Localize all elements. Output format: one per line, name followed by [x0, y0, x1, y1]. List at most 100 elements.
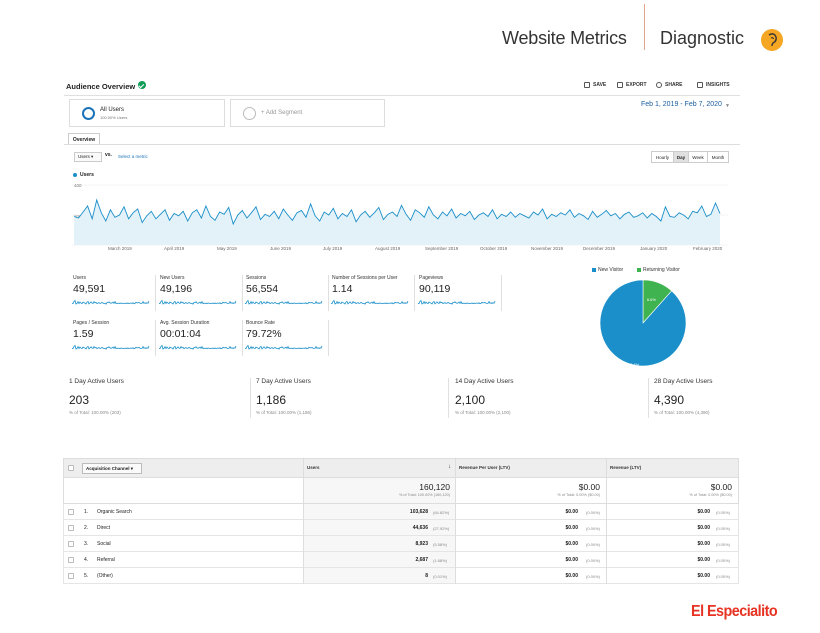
channel-link[interactable]: (Other) [97, 573, 113, 579]
x-tick-label: December 2019 [583, 246, 616, 251]
metric-label: New Users [160, 275, 185, 281]
active-users-28day: 28 Day Active Users 4,390 % of Total: 10… [654, 378, 713, 415]
revenue-value: $0.00 [697, 573, 710, 579]
active-users-7day: 7 Day Active Users 1,186 % of Total: 100… [256, 378, 312, 415]
users-pct: (64.82%) [433, 509, 450, 515]
column-divider [455, 458, 456, 584]
granularity-week[interactable]: Week [688, 151, 708, 163]
insights-button[interactable]: INSIGHTS [697, 82, 730, 88]
metric-label: Pageviews [419, 275, 444, 281]
metric-label: Users [73, 275, 87, 281]
chevron-down-icon[interactable]: ▼ [725, 103, 730, 109]
tab-divider [64, 144, 740, 145]
table-row[interactable]: 5. (Other) 8 (0.01%) $0.00 (0.00%) $0.00 (0.00%… [63, 568, 739, 584]
sort-down-icon[interactable]: ↓ [448, 464, 451, 470]
column-revenue-per-user[interactable]: Revenue Per User (LTV) [459, 465, 510, 470]
channel-link[interactable]: Social [97, 541, 111, 547]
row-number: 3. [84, 541, 89, 547]
table-row[interactable]: 4. Referral 2,687 (1.68%) $0.00 (0.00%) $0.00 (… [63, 552, 739, 568]
y-tick-400: 400 [74, 183, 82, 188]
tab-overview[interactable]: Overview [68, 133, 100, 145]
export-button[interactable]: EXPORT [617, 82, 647, 88]
x-tick-label: February 2020 [693, 246, 723, 251]
table-row[interactable]: 2. Direct 44,636 (27.92%) $0.00 (0.00%) $0.00 (… [63, 520, 739, 536]
metric-sparkline [159, 344, 237, 350]
rpu-pct: (0.00%) [586, 573, 601, 579]
metric-dropdown[interactable]: Users ▾ [74, 152, 102, 162]
metric-tile[interactable]: Pages / Session 1.59 [72, 320, 156, 356]
metric-tile[interactable]: Avg. Session Duration 00:01:04 [159, 320, 243, 356]
row-number: 1. [84, 509, 89, 515]
users-pct: (1.68%) [433, 557, 448, 563]
totals-row: 160,120 % of Total: 100.00% (160,120) $0… [63, 478, 739, 504]
slide-subtitle: Diagnostic [660, 28, 745, 48]
x-tick-label: October 2019 [480, 246, 508, 251]
users-value: 103,628 [409, 509, 428, 515]
metric-value: 90,119 [419, 283, 451, 295]
users-value: 8 [425, 573, 428, 579]
granularity-day[interactable]: Day [673, 151, 689, 163]
row-checkbox[interactable] [68, 573, 74, 579]
select-all-checkbox[interactable] [68, 465, 74, 471]
granularity-month[interactable]: Month [707, 151, 729, 163]
save-button[interactable]: SAVE [584, 82, 606, 88]
column-revenue[interactable]: Revenue (LTV) [610, 465, 642, 470]
table-header: Acquisition Channel ▾ Users ↓ Revenue Pe… [63, 458, 739, 478]
metric-tile[interactable]: Bounce Rate 79.72% [245, 320, 329, 356]
metric-value: 00:01:04 [160, 328, 201, 340]
granularity-hourly[interactable]: Hourly [651, 151, 674, 163]
share-icon [656, 82, 662, 88]
revenue-pct: (0.00%) [716, 573, 731, 579]
x-tick-label: July 2019 [323, 246, 343, 251]
metric-tile[interactable]: New Users 49,196 [159, 275, 243, 311]
date-range-picker[interactable]: Feb 1, 2019 - Feb 7, 2020 [641, 101, 722, 108]
share-button[interactable]: SHARE [656, 82, 683, 88]
x-tick-label: January 2020 [640, 246, 668, 251]
revenue-pct: (0.00%) [716, 509, 731, 515]
metric-tile[interactable]: Pageviews 90,119 [418, 275, 502, 311]
total-rpu: $0.00 [578, 482, 600, 492]
select-metric-link[interactable]: Select a metric [118, 154, 148, 159]
dimension-dropdown[interactable]: Acquisition Channel ▾ [82, 463, 142, 474]
table-row[interactable]: 3. Social 8,923 (5.58%) $0.00 (0.00%) $0.00 (0.… [63, 536, 739, 552]
users-value: 2,687 [415, 557, 428, 563]
row-checkbox[interactable] [68, 557, 74, 563]
rpu-pct: (0.00%) [586, 525, 601, 531]
metric-label: Sessions [246, 275, 267, 281]
x-tick-label: May 2019 [217, 246, 237, 251]
header-divider-line [64, 95, 740, 96]
rpu-value: $0.00 [565, 541, 578, 547]
segment-label: All Users [100, 107, 125, 113]
metric-sparkline [159, 299, 237, 305]
add-segment-button[interactable]: + Add Segment [230, 99, 385, 127]
metric-tile[interactable]: Users 49,591 [72, 275, 156, 311]
total-rpu-sub: % of Total: 0.00% ($0.00) [557, 493, 600, 497]
channel-link[interactable]: Organic Search [97, 509, 132, 515]
users-line-chart [72, 184, 728, 246]
revenue-pct: (0.00%) [716, 541, 731, 547]
metric-tile[interactable]: Sessions 56,554 [245, 275, 329, 311]
add-segment-label: + Add Segment [261, 110, 303, 116]
pie-slice-new-visitor[interactable] [599, 279, 687, 367]
metric-value: 1.59 [73, 328, 94, 340]
export-icon [617, 82, 623, 88]
y-tick-200: 200 [74, 214, 82, 219]
rpu-value: $0.00 [565, 509, 578, 515]
column-users[interactable]: Users [307, 465, 320, 470]
divider [250, 378, 251, 418]
page-title: Audience Overview [66, 82, 136, 91]
row-checkbox[interactable] [68, 541, 74, 547]
row-checkbox[interactable] [68, 525, 74, 531]
visitor-pie-chart: 6.6% 88.4% [599, 279, 687, 367]
row-checkbox[interactable] [68, 509, 74, 515]
metric-label: Pages / Session [73, 320, 110, 326]
segment-ring-icon [82, 107, 95, 120]
table-row[interactable]: 1. Organic Search 103,628 (64.82%) $0.00 (0.0… [63, 504, 739, 520]
channel-link[interactable]: Direct [97, 525, 111, 531]
channel-link[interactable]: Referral [97, 557, 115, 563]
segment-all-users[interactable]: All Users 100.00% Users [69, 99, 225, 127]
x-tick-label: June 2019 [270, 246, 292, 251]
metric-value: 49,196 [160, 283, 193, 295]
metric-tile[interactable]: Number of Sessions per User 1.14 [331, 275, 415, 311]
users-value: 8,923 [415, 541, 428, 547]
